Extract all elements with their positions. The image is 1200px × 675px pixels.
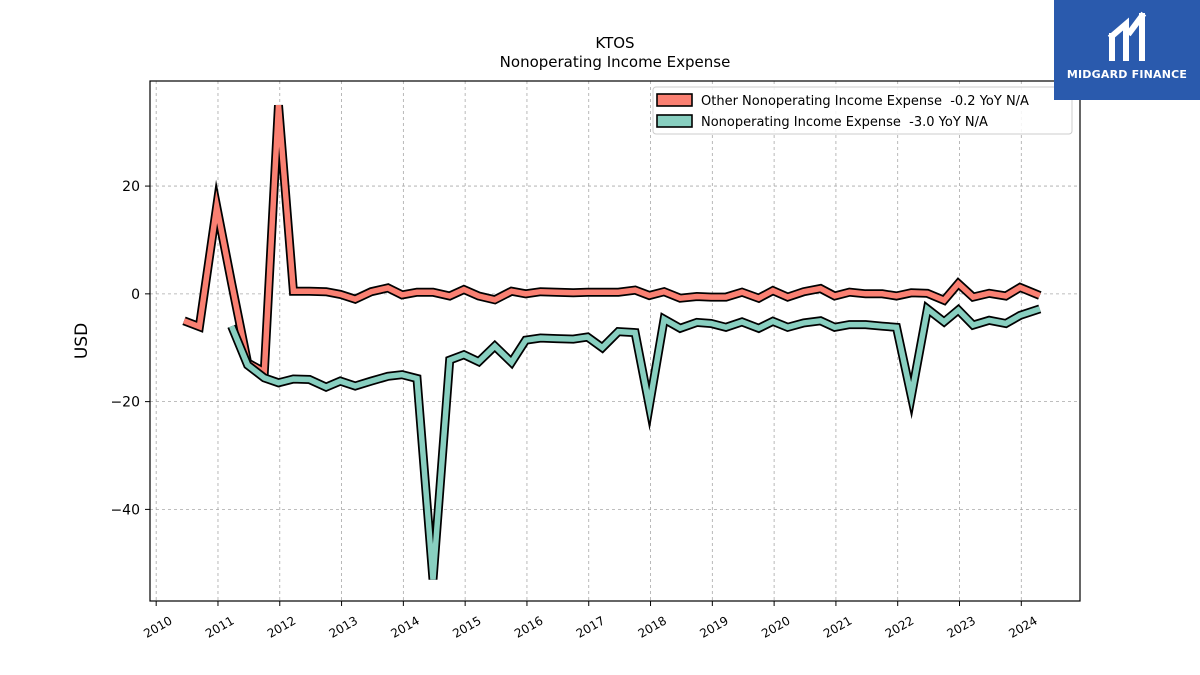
series-line [183, 104, 1041, 377]
legend-swatch-nonoperating [656, 114, 693, 128]
legend: Other Nonoperating Income Expense -0.2 Y… [652, 86, 1073, 135]
x-tick-label: 2011 [203, 613, 236, 640]
legend-label-nonoperating: Nonoperating Income Expense -3.0 YoY N/A [701, 115, 988, 130]
x-tick-label: 2020 [759, 613, 792, 640]
x-tick-label: 2016 [512, 613, 545, 640]
legend-label-other-nonoperating: Other Nonoperating Income Expense -0.2 Y… [701, 94, 1029, 109]
x-tick-label: 2012 [265, 613, 298, 640]
x-tick-label: 2017 [574, 613, 607, 640]
x-tick-label: 2022 [883, 613, 916, 640]
x-tick-label: 2010 [141, 613, 174, 640]
axis-ticks: 2010 2011 2012 2013 2014 2015 2016 2017 2018 2019… [110, 179, 1039, 641]
y-axis-label: USD [72, 323, 92, 359]
plot-frame [149, 80, 1081, 602]
series-line [229, 303, 1041, 580]
logo-mark-icon [1107, 11, 1147, 61]
chart-subtitle: Nonoperating Income Expense [500, 53, 731, 71]
x-tick-label: 2018 [636, 613, 669, 640]
brand-name: MIDGARD FINANCE [1066, 68, 1188, 81]
y-tick-label: −20 [110, 395, 140, 411]
y-tick-label: 0 [131, 287, 140, 303]
y-tick-label: −40 [110, 502, 140, 518]
x-tick-label: 2024 [1006, 613, 1039, 640]
legend-swatch-other-nonoperating [656, 93, 693, 107]
y-tick-label: 20 [122, 179, 140, 195]
series-layer [182, 104, 1042, 580]
x-tick-label: 2014 [388, 613, 421, 640]
brand-logo: MIDGARD FINANCE [1054, 0, 1200, 100]
x-tick-label: 2019 [697, 613, 730, 640]
x-tick-label: 2013 [327, 613, 360, 640]
x-tick-label: 2015 [450, 613, 483, 640]
chart-title: KTOS [595, 34, 634, 52]
legend-box [652, 86, 1073, 135]
x-tick-label: 2023 [945, 613, 978, 640]
x-tick-label: 2021 [821, 613, 854, 640]
